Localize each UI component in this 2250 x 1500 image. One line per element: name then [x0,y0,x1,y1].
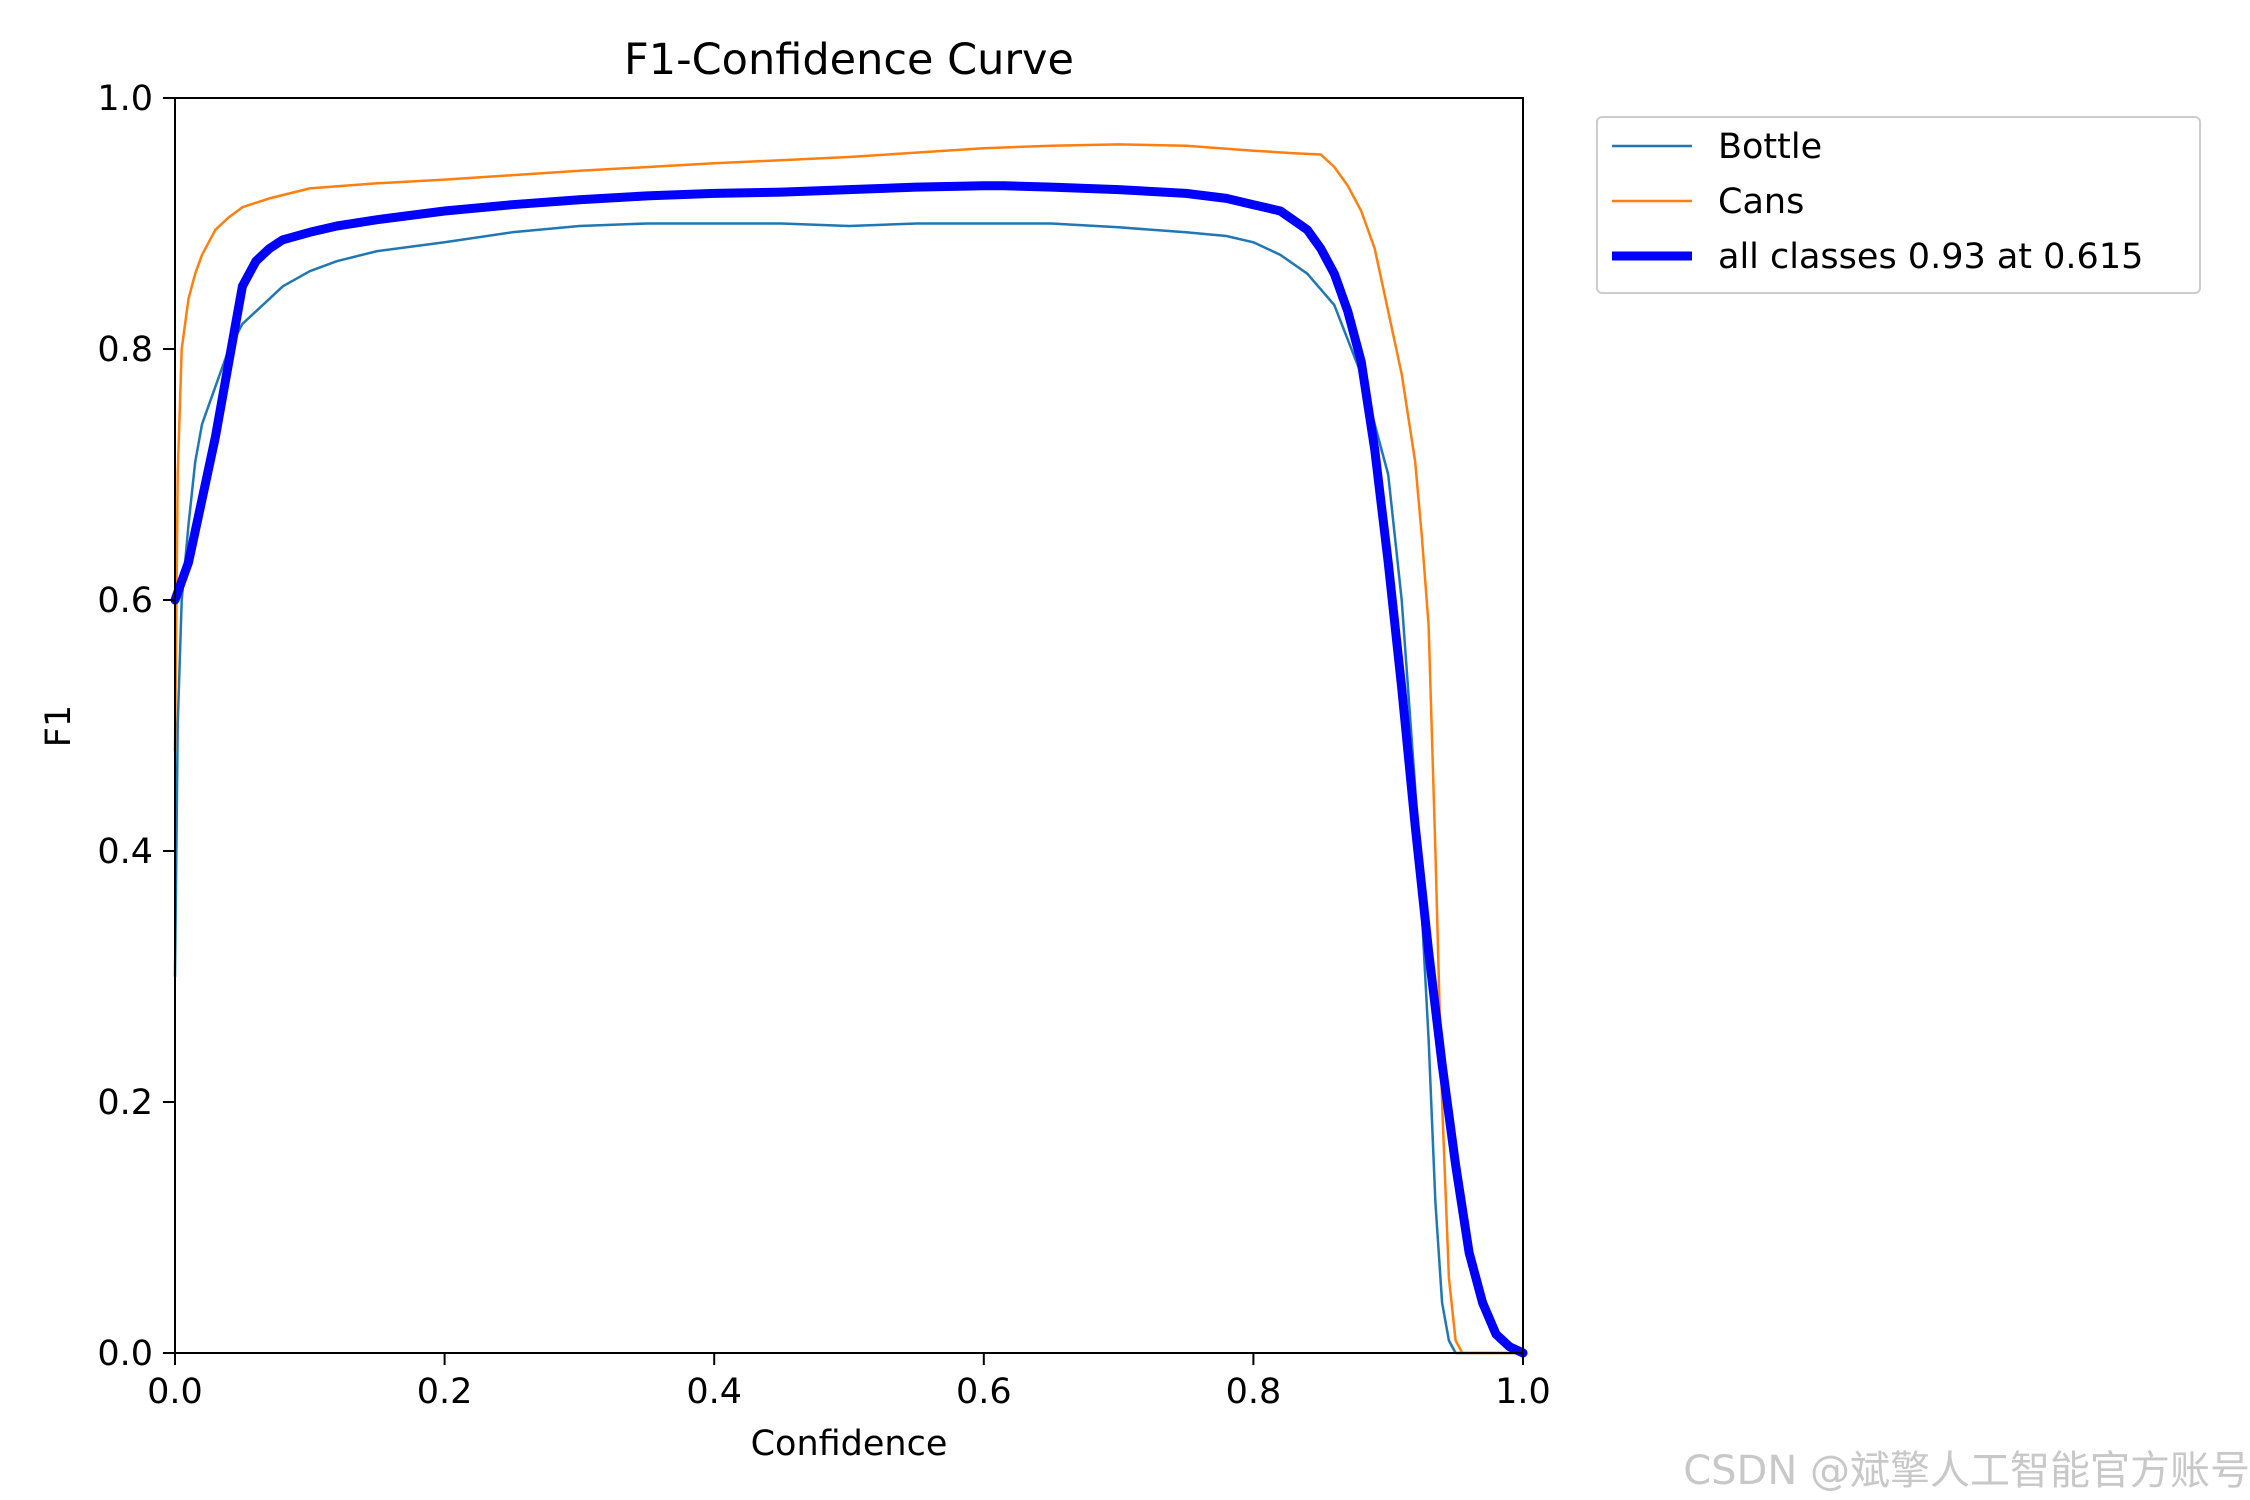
x-tick-label: 0.6 [956,1372,1012,1412]
legend-items: Bottle Cans all classes 0.93 at 0.615 [1612,127,2143,277]
chart-title: F1-Confidence Curve [624,35,1074,85]
series-line-2 [170,181,1528,1358]
y-axis-ticks: 0.0 0.2 0.4 0.6 0.8 1.0 [97,79,175,1374]
y-tick-label: 0.6 [97,581,153,621]
y-tick-label: 1.0 [97,79,153,119]
plot-frame [174,97,1524,1354]
y-tick-label: 0.0 [97,1334,153,1374]
series-line-1 [173,143,1525,1355]
series-layer [170,143,1528,1358]
x-tick-label: 0.4 [686,1372,742,1412]
x-axis-label: Confidence [751,1424,948,1464]
y-tick-label: 0.4 [97,832,153,872]
legend-label: all classes 0.93 at 0.615 [1718,237,2143,277]
legend-label: Bottle [1718,127,1822,167]
x-tick-label: 0.2 [417,1372,473,1412]
legend-label: Cans [1718,182,1804,222]
series-line-0 [173,222,1525,1355]
x-axis-ticks: 0.0 0.2 0.4 0.6 0.8 1.0 [147,1353,1551,1412]
x-tick-label: 0.8 [1226,1372,1282,1412]
x-tick-label: 0.0 [147,1372,203,1412]
watermark: CSDN @斌擎人工智能官方账号 [1683,1448,2250,1494]
y-axis-label: F1 [39,705,79,747]
legend-frame [1596,116,2201,294]
legend: Bottle Cans all classes 0.93 at 0.615 [1596,116,2201,294]
y-tick-label: 0.8 [97,330,153,370]
x-tick-label: 1.0 [1495,1372,1551,1412]
y-tick-label: 0.2 [97,1083,153,1123]
